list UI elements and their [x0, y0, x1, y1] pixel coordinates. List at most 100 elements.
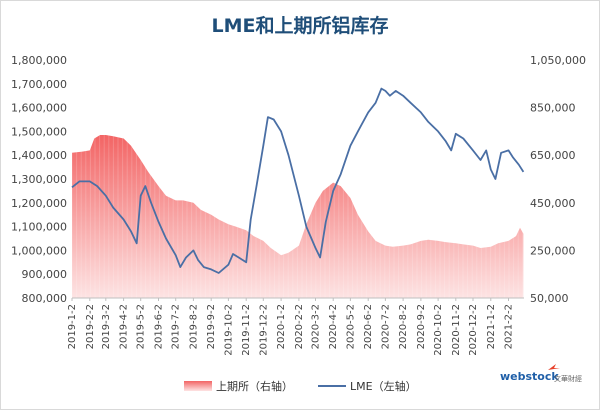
- line-point: [389, 95, 390, 96]
- x-tick-label: 2019-2-2: [85, 304, 96, 349]
- legend: 上期所（右轴） LME（左轴）: [184, 379, 417, 393]
- line-point: [105, 195, 106, 196]
- area-point: [515, 236, 516, 237]
- area-point: [519, 227, 520, 228]
- x-tick-label: 2019-7-2: [171, 304, 182, 349]
- area-point: [89, 150, 90, 151]
- area-point: [490, 246, 491, 247]
- x-tick-label: 2020-9-2: [416, 304, 427, 349]
- left-axis-ticks: 800,000 900,000 1,000,000 1,100,000 1,200,00…: [11, 54, 67, 305]
- area-point: [148, 171, 149, 172]
- line-point: [79, 181, 80, 182]
- x-tick-label: 2020-12-2: [468, 304, 479, 356]
- area-point: [94, 138, 95, 139]
- line-point: [333, 190, 334, 191]
- line-point: [375, 102, 376, 103]
- right-tick-label: 450,000: [530, 197, 576, 210]
- area-point: [480, 247, 481, 248]
- area-point: [246, 230, 247, 231]
- x-tick-label: 2019-3-2: [101, 304, 112, 349]
- x-tick-label: 2019-9-2: [206, 304, 217, 349]
- area-point: [123, 138, 124, 139]
- area-point: [385, 245, 386, 246]
- line-point: [486, 150, 487, 151]
- x-tick-label: 2020-5-2: [345, 304, 356, 349]
- right-tick-label: 250,000: [530, 244, 576, 257]
- line-point: [428, 121, 429, 122]
- line-point: [263, 145, 264, 146]
- line-point: [193, 250, 194, 251]
- line-point: [288, 155, 289, 156]
- area-point: [281, 255, 282, 256]
- area-point: [71, 152, 72, 153]
- left-tick-label: 1,700,000: [11, 78, 67, 91]
- line-point: [306, 226, 307, 227]
- area-point: [253, 236, 254, 237]
- line-point: [180, 267, 181, 268]
- area-point: [218, 219, 219, 220]
- x-tick-label: 2020-4-2: [328, 304, 339, 349]
- left-tick-label: 800,000: [22, 292, 68, 305]
- x-tick-label: 2020-11-2: [451, 304, 462, 356]
- x-tick-label: 2021-1-2: [486, 304, 497, 349]
- area-point: [392, 246, 393, 247]
- line-point: [438, 131, 439, 132]
- area-point: [333, 182, 334, 183]
- area-point: [340, 186, 341, 187]
- area-point: [211, 214, 212, 215]
- right-axis-ticks: 50,000 250,000 450,000 650,000 850,000 1,050,…: [530, 54, 586, 305]
- x-tick-label: 2019-1-2: [67, 304, 78, 349]
- line-point: [315, 247, 316, 248]
- area-point: [455, 243, 456, 244]
- line-point: [218, 272, 219, 273]
- area-point: [235, 226, 236, 227]
- area-point: [368, 231, 369, 232]
- x-tick-label: 2020-3-2: [311, 304, 322, 349]
- x-tick-label: 2021-2-2: [504, 304, 515, 349]
- line-point: [211, 269, 212, 270]
- area-point: [175, 200, 176, 201]
- line-point: [267, 117, 268, 118]
- area-point: [350, 197, 351, 198]
- line-point: [340, 174, 341, 175]
- x-tick-label: 2019-4-2: [119, 304, 130, 349]
- line-point: [203, 267, 204, 268]
- area-point: [288, 252, 289, 253]
- line-point: [145, 186, 146, 187]
- line-point: [298, 195, 299, 196]
- area-point: [375, 240, 376, 241]
- area-point: [113, 136, 114, 137]
- watermark-arrow-icon: [548, 364, 560, 370]
- x-tick-label: 2019-6-2: [154, 304, 165, 349]
- area-point: [140, 159, 141, 160]
- line-point: [381, 88, 382, 89]
- area-point: [463, 244, 464, 245]
- area-point: [472, 245, 473, 246]
- area-point: [315, 202, 316, 203]
- area-point: [445, 242, 446, 243]
- x-tick-label: 2020-6-2: [363, 304, 374, 349]
- line-point: [140, 195, 141, 196]
- left-tick-label: 1,200,000: [11, 197, 67, 210]
- area-point: [270, 247, 271, 248]
- line-point: [501, 152, 502, 153]
- right-tick-label: 50,000: [530, 292, 569, 305]
- line-point: [357, 131, 358, 132]
- area-point: [410, 244, 411, 245]
- line-point: [273, 119, 274, 120]
- line-point: [508, 150, 509, 151]
- left-tick-label: 1,400,000: [11, 149, 67, 162]
- area-point: [403, 245, 404, 246]
- line-point: [403, 95, 404, 96]
- watermark-sub-text: 文華財經: [554, 374, 582, 383]
- line-point: [232, 253, 233, 254]
- line-point: [420, 112, 421, 113]
- x-tick-label: 2020-10-2: [433, 304, 444, 356]
- line-point: [445, 140, 446, 141]
- left-tick-label: 1,500,000: [11, 125, 67, 138]
- area-point: [357, 214, 358, 215]
- line-point: [350, 145, 351, 146]
- line-point: [495, 178, 496, 179]
- area-point: [438, 240, 439, 241]
- line-point: [250, 219, 251, 220]
